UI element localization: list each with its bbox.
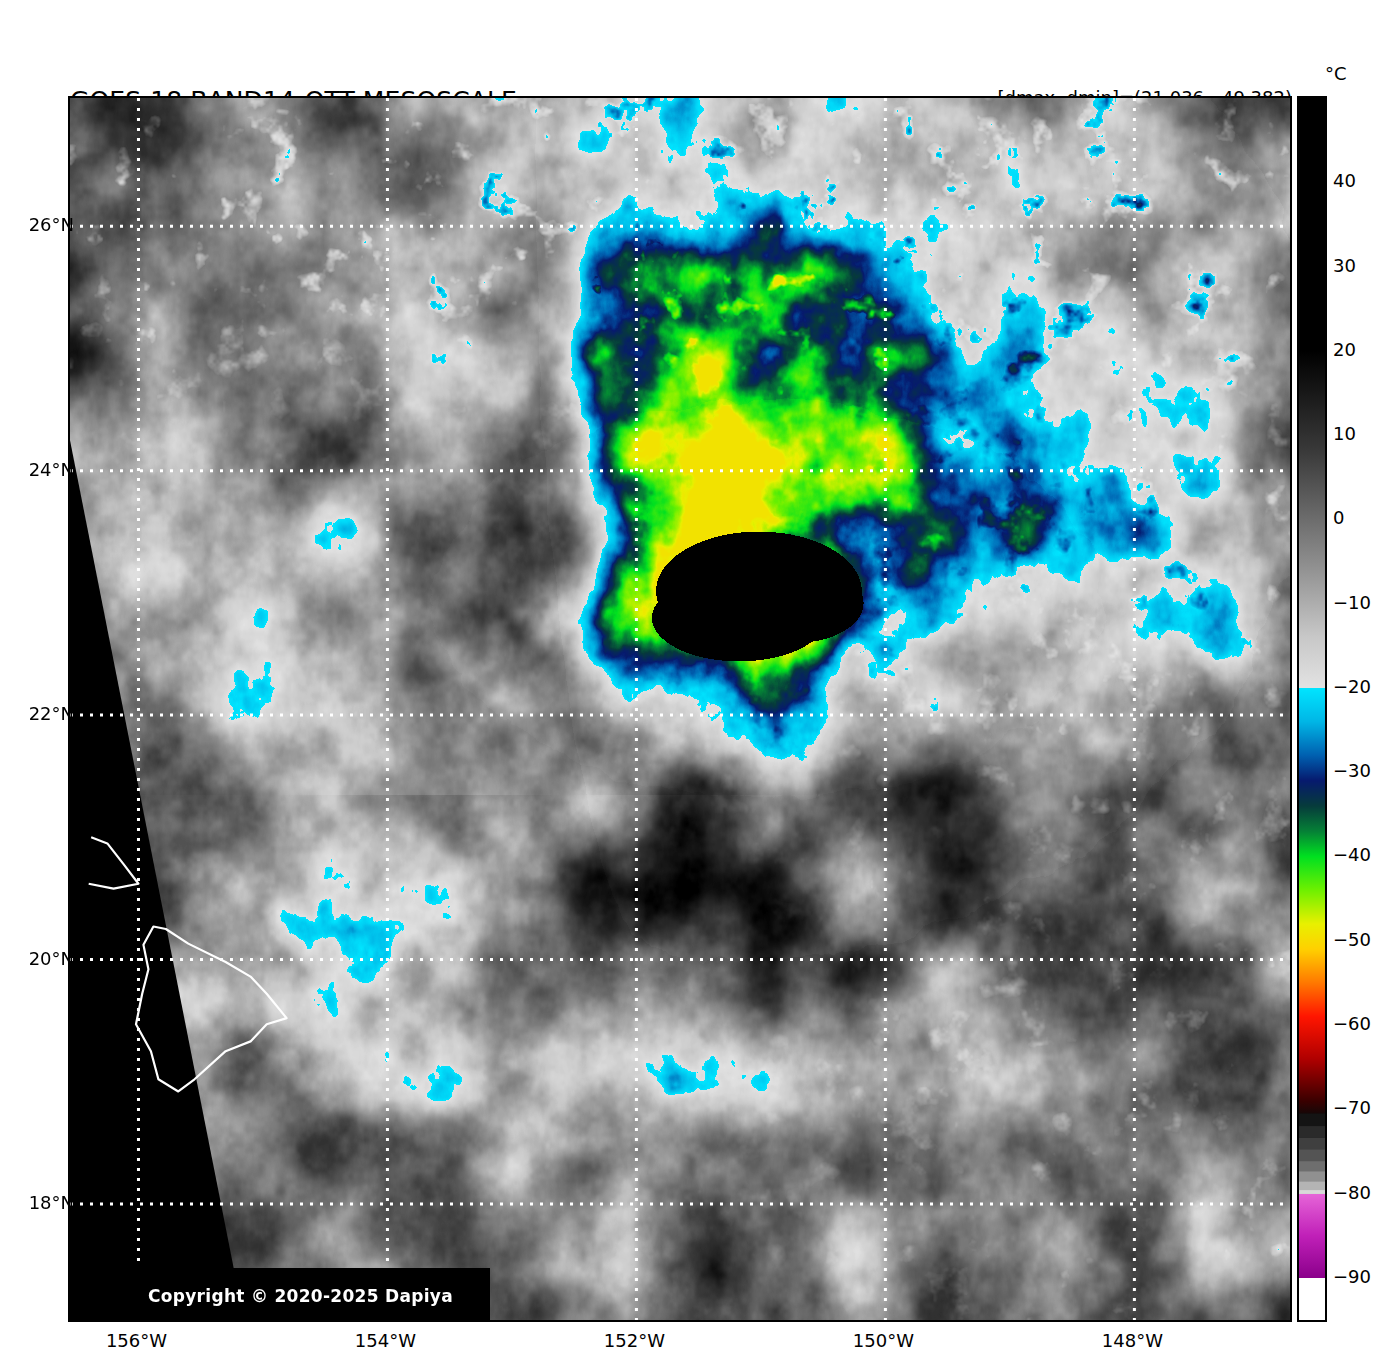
satellite-image-plot: Copyright © 2020-2025 Dapiya [68, 96, 1292, 1322]
latitude-tick-label: 20°N [29, 947, 74, 968]
colorbar-tick-label: −10 [1333, 591, 1371, 612]
latitude-tick-label: 22°N [29, 703, 74, 724]
satellite-imagery-canvas [70, 98, 1290, 1320]
longitude-tick-label: 156°W [106, 1330, 167, 1351]
colorbar [1297, 96, 1327, 1322]
colorbar-tick-label: 20 [1333, 338, 1356, 359]
colorbar-tick-label: −20 [1333, 675, 1371, 696]
colorbar-gradient [1299, 98, 1325, 1320]
longitude-tick-label: 154°W [355, 1330, 416, 1351]
latitude-tick-label: 18°N [29, 1191, 74, 1212]
colorbar-tick-label: −90 [1333, 1265, 1371, 1286]
latitude-tick-label: 26°N [29, 214, 74, 235]
colorbar-tick-label: −50 [1333, 928, 1371, 949]
colorbar-tick-label: −40 [1333, 844, 1371, 865]
colorbar-tick-label: 10 [1333, 423, 1356, 444]
colorbar-tick-label: 0 [1333, 507, 1344, 528]
colorbar-tick-label: −60 [1333, 1013, 1371, 1034]
colorbar-tick-label: 30 [1333, 254, 1356, 275]
colorbar-tick-label: −30 [1333, 760, 1371, 781]
longitude-tick-label: 152°W [604, 1330, 665, 1351]
colorbar-unit-label: °C [1325, 63, 1347, 84]
colorbar-tick-label: 40 [1333, 170, 1356, 191]
latitude-tick-label: 24°N [29, 458, 74, 479]
longitude-tick-label: 150°W [853, 1330, 914, 1351]
longitude-tick-label: 148°W [1102, 1330, 1163, 1351]
copyright-label: Copyright © 2020-2025 Dapiya [148, 1286, 453, 1306]
colorbar-tick-label: −70 [1333, 1097, 1371, 1118]
colorbar-tick-label: −80 [1333, 1181, 1371, 1202]
